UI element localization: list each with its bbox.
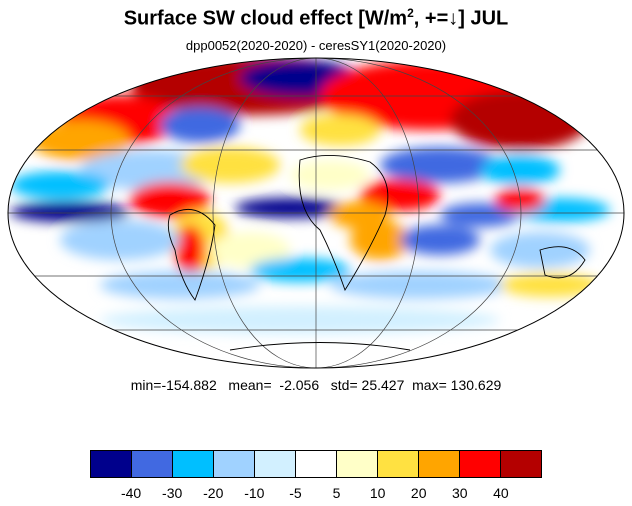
colorbar-box <box>91 451 132 477</box>
colorbar-label: -10 <box>244 485 265 501</box>
colorbar-box <box>460 451 501 477</box>
map-border <box>7 57 625 369</box>
colorbar-label: 40 <box>493 485 509 501</box>
colorbar-box <box>173 451 214 477</box>
colorbar-box <box>419 451 460 477</box>
coastlines <box>167 155 586 351</box>
colorbar-label: 10 <box>369 485 386 501</box>
colorbar-labels: -40 -30 -20 -10 -5 5 10 20 30 40 <box>90 485 542 503</box>
colorbar-label: 5 <box>332 485 341 501</box>
colorbar-box <box>214 451 255 477</box>
statistics-line: min=-154.882 mean= -2.056 std= 25.427 ma… <box>130 377 502 393</box>
colorbar-label: -40 <box>120 485 142 501</box>
colorbar-box <box>501 451 541 477</box>
plot-title: Surface SW cloud effect [W/m2, +=↓] JUL <box>123 6 509 30</box>
colorbar-label: 30 <box>452 485 468 501</box>
colorbar-box <box>378 451 419 477</box>
colorbar-box <box>132 451 173 477</box>
colorbar <box>90 450 542 478</box>
colorbar-box <box>337 451 378 477</box>
colorbar-box <box>296 451 337 477</box>
colorbar-label: -5 <box>289 485 302 501</box>
colorbar-label: 20 <box>410 485 427 501</box>
colorbar-label: -20 <box>203 485 224 501</box>
colorbar-label: -30 <box>162 485 183 501</box>
plot-subtitle: dpp0052(2020-2020) - ceresSY1(2020-2020) <box>185 38 447 53</box>
colorbar-box <box>255 451 296 477</box>
